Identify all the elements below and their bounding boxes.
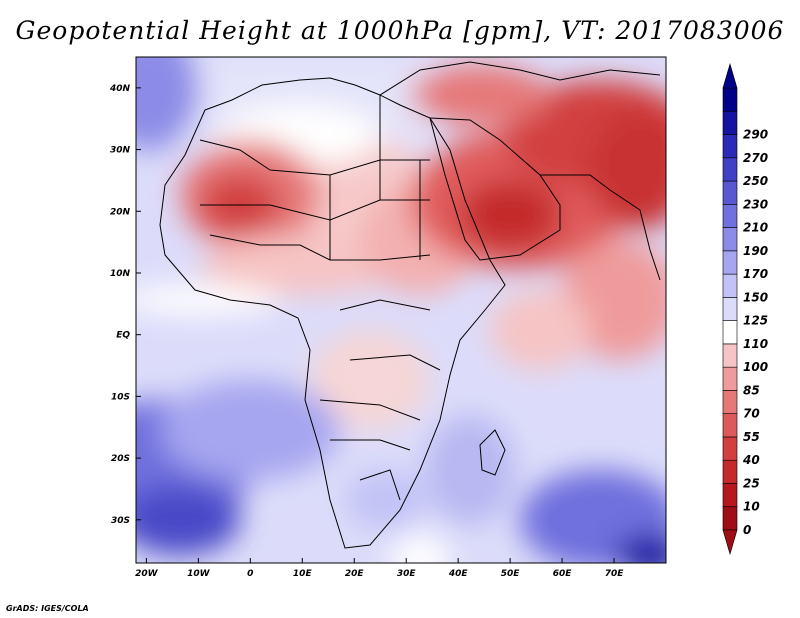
lat-tick-label: EQ [116,331,130,341]
colorbar-label: 110 [743,337,768,351]
colorbar-segment [722,366,738,391]
colorbar-label: 270 [743,151,768,165]
colorbar-label: 150 [743,290,768,304]
colorbar-segment [722,250,738,275]
lat-tick-label: 30S [111,516,130,526]
colorbar-segment [722,110,738,135]
colorbar-label: 55 [743,430,760,444]
colorbar-max-arrow [722,62,738,89]
lon-tick-label: 60E [553,569,573,579]
colorbar-segment [722,483,738,508]
geopotential-field [136,57,666,563]
colorbar-segment [722,297,738,321]
colorbar-segment [722,390,738,414]
colorbar-segment [722,134,738,159]
colorbar: 0 10 25 40 55 70 85 100 110 125 150 170 190 210 230 250… [722,62,768,556]
colorbar-label: 250 [743,174,768,188]
map-title: Geopotential Height at 1000hPa [gpm], VT… [15,16,785,45]
lon-tick-label: 50E [501,569,521,579]
coastlines [159,61,661,549]
lat-tick-label: 20S [111,454,130,464]
colorbar-label: 170 [743,267,768,281]
colorbar-segment [722,436,738,461]
colorbar-segment [722,273,738,298]
colorbar-segment [722,204,738,228]
colorbar-label: 210 [743,221,768,235]
colorbar-min-arrow [722,529,738,556]
lat-tick-label: 10S [111,392,130,402]
colorbar-segment [722,227,738,252]
lon-tick-label: 10W [187,569,211,579]
lat-tick-label: 30N [110,146,131,156]
colorbar-label: 125 [743,314,768,328]
colorbar-label: 70 [743,407,760,421]
colorbar-label: 25 [743,476,760,490]
colorbar-segment [722,320,738,345]
lat-tick-label: 40N [109,84,131,94]
colorbar-label: 10 [743,500,760,514]
colorbar-label: 40 [742,453,760,467]
colorbar-label: 190 [743,244,768,258]
colorbar-segment [722,506,738,531]
grads-credit: GrADS: IGES/COLA [6,604,89,613]
lon-tick-label: 20E [345,569,365,579]
colorbar-segment [722,343,738,368]
longitude-axis: 20W 10W 0 10E 20E 30E 40E 50E 60E 70E [135,558,624,579]
lon-tick-label: 40E [448,569,469,579]
lon-tick-label: 70E [605,569,625,579]
colorbar-label: 290 [743,128,768,142]
colorbar-segment [722,413,738,438]
lat-tick-label: 20N [110,207,131,217]
latitude-axis: 40N 30N 20N 10N EQ 10S 20S 30S [109,84,141,526]
colorbar-label: 230 [743,197,768,211]
lon-tick-label: 0 [247,569,253,579]
colorbar-segment [722,459,738,484]
lon-tick-label: 10E [293,569,313,579]
colorbar-label: 100 [743,360,768,374]
lon-tick-label: 20W [135,569,159,579]
map-frame [135,56,667,564]
lat-tick-label: 10N [110,269,131,279]
lon-tick-label: 30E [397,569,417,579]
colorbar-label: 85 [743,383,760,397]
colorbar-segment [722,87,738,112]
colorbar-segment [722,157,738,182]
colorbar-segment [722,180,738,205]
colorbar-label: 0 [743,523,751,537]
